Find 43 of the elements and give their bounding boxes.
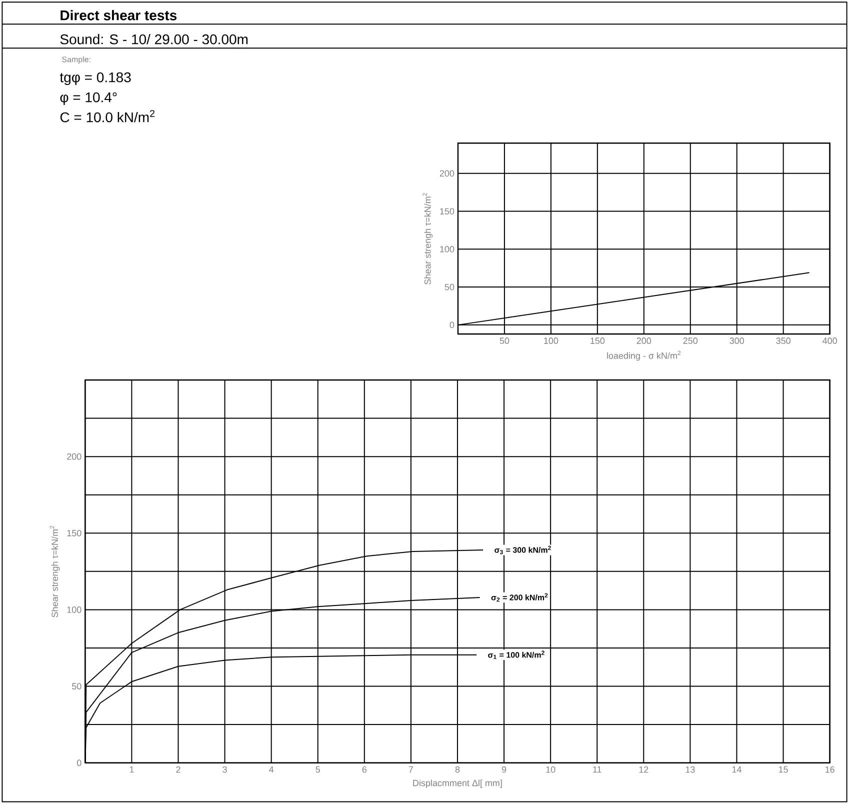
x-tick-label: 11 bbox=[593, 766, 602, 773]
x-tick-label: 150 bbox=[590, 338, 605, 344]
y-tick-label: 0 bbox=[450, 322, 454, 328]
x-tick-label: 4 bbox=[269, 766, 274, 773]
x-tick-label: 350 bbox=[776, 338, 790, 344]
x-tick-label: 400 bbox=[822, 338, 837, 344]
x-tick-label: 7 bbox=[408, 766, 413, 773]
x-tick-label: 50 bbox=[500, 338, 510, 344]
x-tick-label: 6 bbox=[362, 766, 367, 773]
x-tick-label: 12 bbox=[639, 766, 648, 773]
x-tick-label: 16 bbox=[825, 766, 834, 773]
x-tick-label: 9 bbox=[502, 766, 506, 773]
y-axis-title: Shear strengh τ=kN/m$^{2}$ bbox=[422, 193, 433, 284]
x-tick-label: 300 bbox=[730, 338, 744, 344]
x-tick-label: 100 bbox=[544, 338, 558, 344]
y-tick-label: 150 bbox=[67, 530, 82, 536]
x-tick-label: 250 bbox=[683, 338, 698, 344]
x-tick-label: 1 bbox=[130, 766, 134, 773]
y-tick-label: 50 bbox=[444, 284, 454, 290]
x-tick-label: 2 bbox=[176, 766, 180, 773]
y-tick-label: 100 bbox=[440, 246, 454, 252]
x-tick-label: 200 bbox=[636, 338, 652, 344]
x-tick-label: 8 bbox=[455, 766, 460, 773]
y-tick-label: 200 bbox=[440, 170, 454, 177]
text: Sound: S - 10/ 29.00 - 30.00m bbox=[60, 34, 248, 44]
x-tick-label: 10 bbox=[546, 766, 556, 773]
y-axis-title: Shear strengh τ=kN/m$^{2}$ bbox=[50, 526, 60, 618]
text: Direct shear tests bbox=[60, 10, 177, 20]
y-tick-label: 200 bbox=[67, 453, 82, 460]
text: tgφ = 0.183 bbox=[60, 72, 131, 86]
x-tick-label: 5 bbox=[316, 766, 320, 773]
y-tick-label: 0 bbox=[76, 760, 82, 766]
x-tick-label: 14 bbox=[732, 766, 742, 773]
y-tick-label: 50 bbox=[72, 683, 82, 690]
text: φ = 10.4° bbox=[60, 92, 117, 106]
text: C = 10.0 kN/m$^{2}$ bbox=[60, 110, 154, 122]
x-axis-title: loaeding - σ kN/m$^{2}$ bbox=[607, 350, 681, 361]
x-tick-label: 3 bbox=[222, 766, 227, 773]
x-tick-label: 13 bbox=[686, 766, 695, 773]
x-tick-label: 15 bbox=[778, 766, 788, 773]
y-tick-label: 100 bbox=[67, 606, 82, 613]
x-axis-title: Displacmment Δl[ mm] bbox=[413, 780, 502, 788]
y-tick-label: 150 bbox=[440, 208, 454, 214]
